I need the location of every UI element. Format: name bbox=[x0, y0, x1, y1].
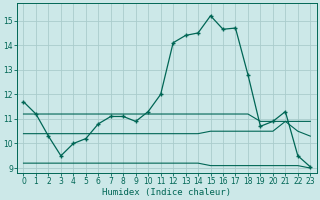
X-axis label: Humidex (Indice chaleur): Humidex (Indice chaleur) bbox=[102, 188, 231, 197]
